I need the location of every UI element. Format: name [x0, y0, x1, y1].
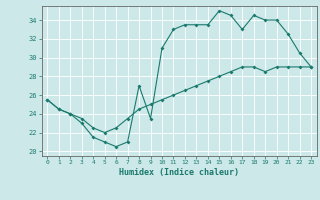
X-axis label: Humidex (Indice chaleur): Humidex (Indice chaleur) [119, 168, 239, 177]
